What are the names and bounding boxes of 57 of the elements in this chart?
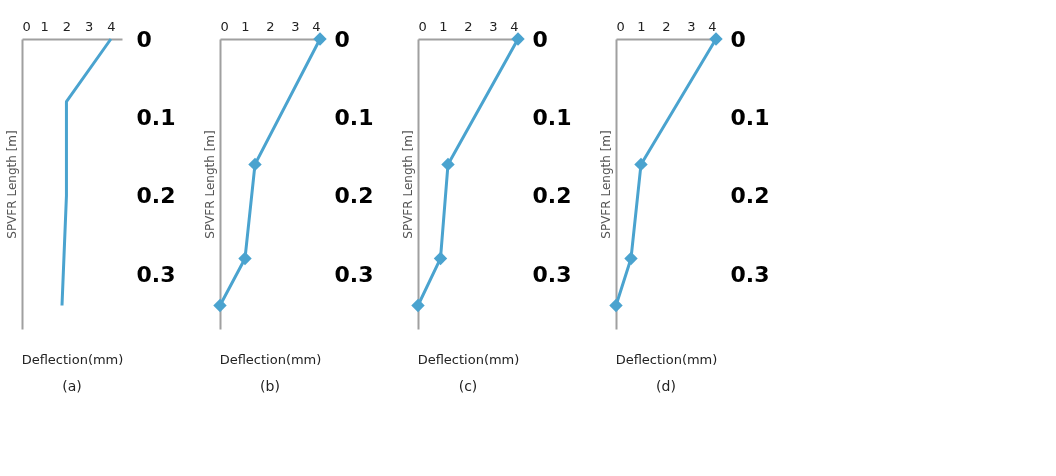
text: (b) <box>260 378 280 394</box>
point <box>624 251 638 266</box>
text: (c) <box>458 378 478 394</box>
y-axis-title: SPVFR Length [m] <box>598 130 613 239</box>
point <box>248 157 262 172</box>
x-tick-label: 2 <box>62 18 72 34</box>
x-tick-label: 3 <box>291 18 300 34</box>
point <box>441 157 455 172</box>
y-tick-label: 0.1 <box>334 104 374 130</box>
y-tick-label: 0.1 <box>730 104 770 130</box>
x-tick-label: 1 <box>439 18 448 34</box>
y-tick-label: 0.3 <box>334 261 374 287</box>
point <box>238 251 252 266</box>
y-axis-title: SPVFR Length [m] <box>202 130 217 239</box>
y-axis-title: SPVFR Length [m] <box>400 130 415 239</box>
x-tick-label: 0 <box>418 18 427 34</box>
x-tick-label: 4 <box>107 18 116 34</box>
point <box>411 298 425 313</box>
point <box>634 157 648 172</box>
x-axis-title: Deflection(mm) <box>219 351 322 367</box>
x-axis-title: Deflection(mm) <box>615 351 718 367</box>
y-axis-title: SPVFR Length [m] <box>4 130 19 239</box>
point <box>213 298 227 313</box>
point <box>511 32 525 46</box>
text: (a) <box>62 378 82 394</box>
x-tick-label: 1 <box>40 18 49 34</box>
y-tick-label: 0.1 <box>136 104 176 130</box>
y-tick-label: 0.1 <box>532 104 572 130</box>
point <box>609 298 623 313</box>
y-tick-label: 0.2 <box>136 183 176 209</box>
point <box>433 251 448 266</box>
text: (d) <box>656 378 676 394</box>
x-axis-title: Deflection(mm) <box>417 351 520 367</box>
x-tick-label: 2 <box>464 18 473 34</box>
x-tick-label: 3 <box>687 18 696 34</box>
x-tick-label: 0 <box>22 18 31 34</box>
x-tick-label: 2 <box>266 18 275 34</box>
y-tick-label: 0.2 <box>730 183 770 209</box>
y-tick-label: 0.2 <box>532 183 572 209</box>
line-series <box>60 37 113 307</box>
x-tick-label: 4 <box>708 18 717 34</box>
y-tick-label: 0.3 <box>136 261 176 287</box>
x-tick-label: 2 <box>662 18 671 34</box>
x-axis-title: Deflection(mm) <box>21 351 124 367</box>
y-tick-label: 0.2 <box>334 183 374 209</box>
x-tick-label: 1 <box>637 18 646 34</box>
x-tick-label: 4 <box>312 18 321 34</box>
x-tick-label: 1 <box>241 18 250 34</box>
y-tick-label: 0.3 <box>730 261 770 287</box>
x-tick-label: 3 <box>489 18 498 34</box>
x-tick-label: 3 <box>85 18 94 34</box>
point <box>313 32 327 46</box>
point <box>709 32 723 46</box>
x-tick-label: 4 <box>510 18 519 34</box>
x-tick-label: 0 <box>220 18 229 34</box>
x-tick-label: 0 <box>616 18 625 34</box>
y-tick-label: 0.3 <box>532 261 572 287</box>
